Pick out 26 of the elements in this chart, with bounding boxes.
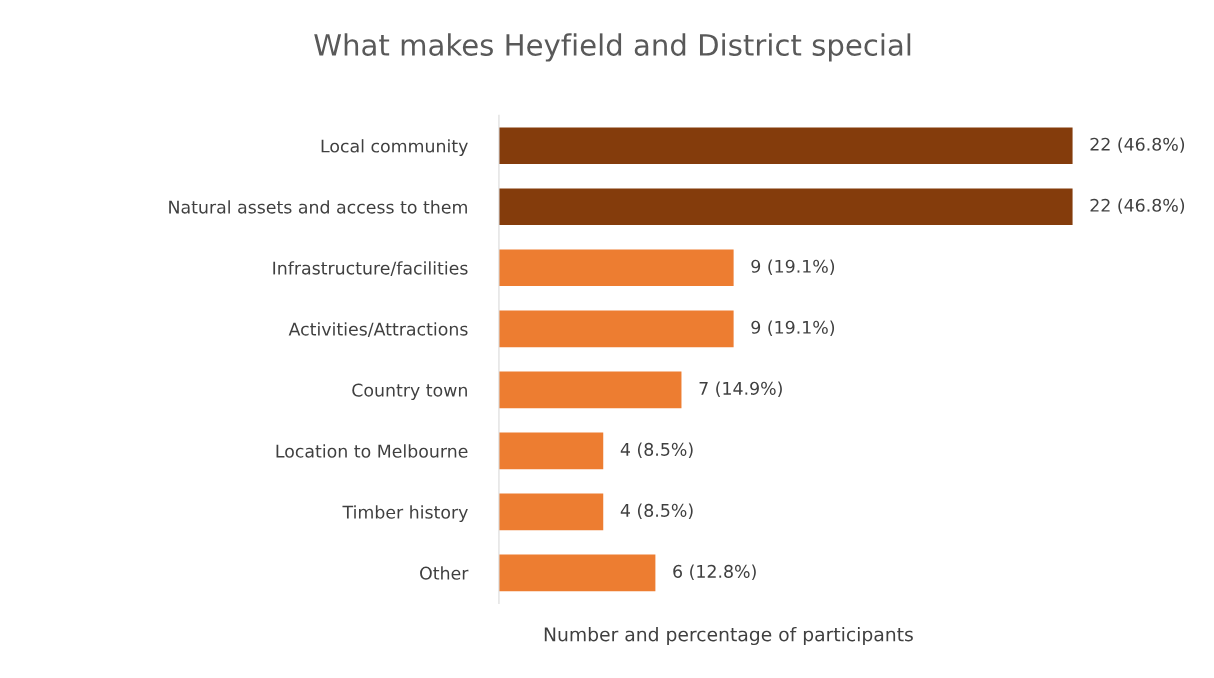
data-label: 6 (12.8%) [673,564,756,580]
bar [498,310,734,348]
bar [498,432,604,470]
bar [498,249,734,287]
data-label: 9 (19.1%) [751,259,835,275]
chart-title: What makes Heyfield and District special [314,33,911,62]
bar [498,554,656,592]
y-tick-label: Country town [352,383,467,401]
bar [498,371,682,409]
bar [498,188,1073,226]
y-tick-label: Activities/Attractions [288,322,468,338]
y-tick-label: Other [420,566,469,580]
y-tick-label: Natural assets and access to them [169,200,467,214]
data-label: 7 (14.9%) [699,381,782,397]
y-tick-label: Timber history [342,505,468,523]
y-tick-label: Local community [321,139,468,156]
data-label: 22 (46.8%) [1090,137,1185,153]
data-label: 22 (46.8%) [1090,198,1185,214]
data-label: 4 (8.5%) [620,442,693,458]
bar [498,127,1073,165]
data-label: 4 (8.5%) [620,503,693,519]
bar [498,493,604,531]
data-label: 9 (19.1%) [751,320,835,336]
x-axis-title: Number and percentage of participants [544,626,913,646]
y-tick-label: Location to Melbourne [276,444,468,458]
y-tick-label: Infrastructure/facilities [273,261,468,277]
